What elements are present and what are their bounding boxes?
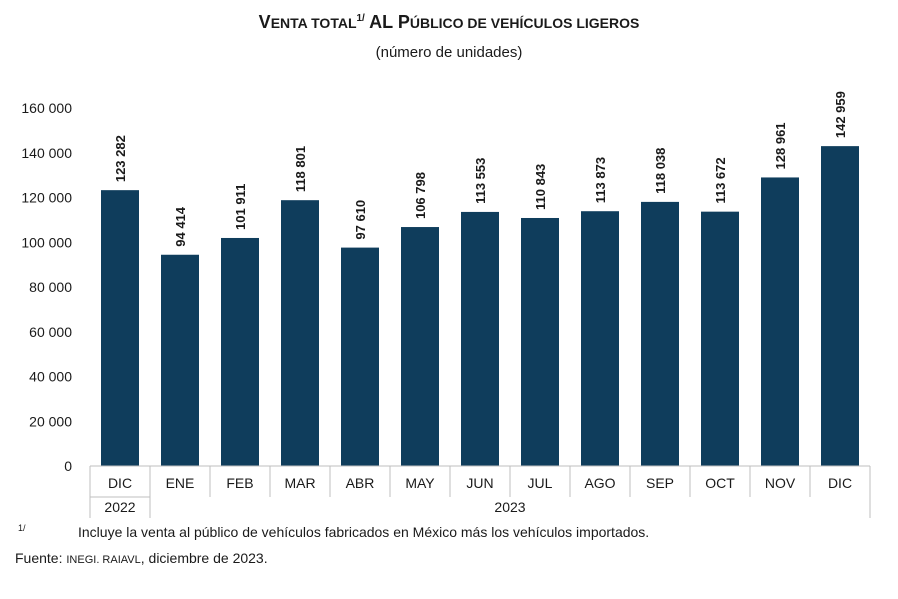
x-tick-label: MAY — [405, 475, 435, 491]
bar — [521, 217, 559, 466]
bar — [161, 254, 199, 466]
data-label: 118 801 — [293, 146, 308, 192]
bar — [641, 201, 679, 467]
data-label: 123 282 — [113, 135, 128, 182]
x-tick-label: ENE — [166, 475, 195, 491]
title-tail-rest: ÚBLICO DE VEHÍCULOS LIGEROS — [409, 15, 640, 31]
title-tail-lead: AL P — [364, 12, 410, 32]
footnote: 1/ Incluye la venta al público de vehícu… — [18, 523, 649, 540]
y-tick-label: 160 000 — [21, 100, 72, 116]
source-date: , diciembre de 2023. — [140, 550, 268, 566]
chart-title: VENTA TOTAL1/ AL PÚBLICO DE VEHÍCULOS LI… — [0, 12, 898, 33]
bar — [401, 227, 439, 466]
bar — [761, 177, 799, 466]
footnote-marker: 1/ — [18, 523, 26, 533]
chart-subtitle: (número de unidades) — [375, 44, 523, 61]
x-tick-label: DIC — [108, 475, 132, 491]
x-tick-label: FEB — [226, 475, 253, 491]
bar — [821, 146, 859, 466]
x-tick-label: DIC — [828, 475, 852, 491]
y-tick-label: 20 000 — [29, 413, 72, 429]
bar — [701, 211, 739, 466]
bar — [461, 211, 499, 466]
bar — [101, 190, 139, 466]
data-label: 94 414 — [173, 206, 188, 247]
y-tick-label: 120 000 — [21, 190, 72, 206]
year-group-label: 2022 — [104, 499, 135, 515]
data-label: 101 911 — [233, 184, 248, 230]
bar — [221, 237, 259, 466]
data-label: 113 553 — [473, 158, 488, 204]
bar — [341, 247, 379, 466]
x-tick-label: NOV — [765, 475, 796, 491]
x-tick-label: JUL — [528, 475, 553, 491]
bar — [581, 211, 619, 466]
data-label: 118 038 — [653, 148, 668, 194]
y-tick-label: 60 000 — [29, 324, 72, 340]
data-label: 113 873 — [593, 157, 608, 203]
x-tick-label: AGO — [584, 475, 615, 491]
data-label: 142 959 — [833, 91, 848, 138]
y-tick-label: 40 000 — [29, 369, 72, 385]
bar — [281, 200, 319, 466]
x-tick-label: OCT — [705, 475, 735, 491]
y-tick-label: 0 — [64, 458, 72, 474]
y-tick-label: 100 000 — [21, 234, 72, 250]
data-label: 128 961 — [773, 122, 788, 169]
x-tick-label: ABR — [346, 475, 375, 491]
data-label: 106 798 — [413, 172, 428, 219]
x-tick-label: MAR — [284, 475, 315, 491]
data-label: 97 610 — [353, 200, 368, 240]
source-note: Fuente: INEGI. RAIAVL, diciembre de 2023… — [15, 550, 268, 566]
y-tick-label: 80 000 — [29, 279, 72, 295]
title-lead-rest: ENTA TOTAL — [270, 15, 357, 31]
data-label: 110 843 — [533, 164, 548, 210]
title-footnote-marker: 1/ — [356, 13, 365, 24]
x-tick-label: JUN — [466, 475, 493, 491]
y-tick-label: 140 000 — [21, 145, 72, 161]
source-label: Fuente: — [15, 550, 67, 566]
title-lead-letter: V — [258, 12, 271, 32]
footnote-text: Incluye la venta al público de vehículos… — [78, 524, 650, 540]
source-org: INEGI. RAIAVL — [66, 554, 141, 566]
year-group-label: 2023 — [494, 499, 525, 515]
x-tick-label: SEP — [646, 475, 674, 491]
data-label: 113 672 — [713, 157, 728, 203]
